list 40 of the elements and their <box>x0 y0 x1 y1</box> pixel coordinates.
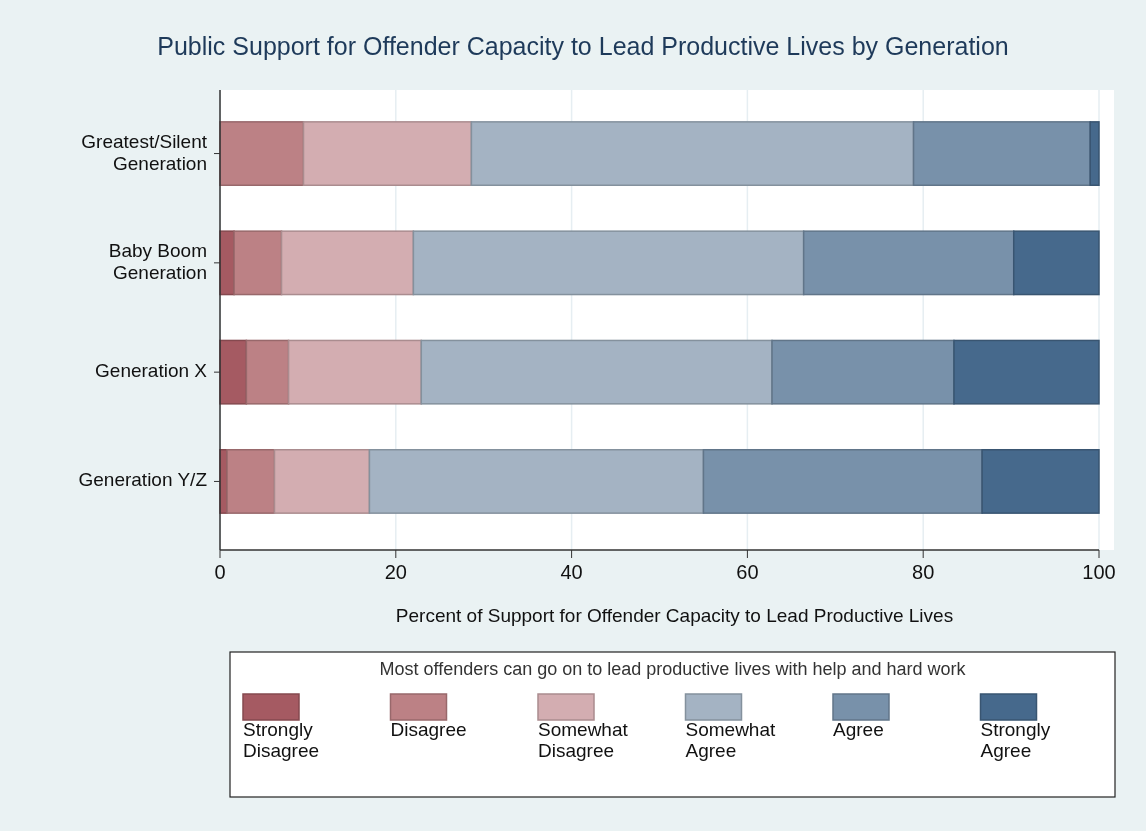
x-tick-label: 0 <box>214 561 226 584</box>
bar <box>981 449 1100 514</box>
x-tick-label: 60 <box>736 561 759 584</box>
bar <box>802 230 1015 296</box>
x-axis-title: Percent of Support for Offender Capacity to Lead Productive Lives <box>395 605 954 627</box>
x-tick-label: 100 <box>1082 561 1116 584</box>
legend-label: Disagree <box>390 719 467 741</box>
y-tick-label: Generation X <box>95 360 208 382</box>
bar <box>219 121 305 186</box>
x-tick-label: 20 <box>384 561 407 584</box>
legend-label: Strongly Disagree <box>243 719 320 762</box>
bar <box>953 339 1100 405</box>
bar <box>412 230 805 296</box>
legend-label: Somewhat Disagree <box>538 719 629 762</box>
bar <box>219 339 248 405</box>
bar <box>245 339 290 405</box>
bar <box>420 339 773 405</box>
y-tick-label: Generation Y/Z <box>78 469 208 491</box>
y-tick-label: Baby Boom Generation <box>108 239 207 283</box>
bar <box>1012 230 1100 296</box>
bar <box>273 449 371 514</box>
legend-label: Agree <box>833 719 884 741</box>
x-tick-label: 40 <box>560 561 583 584</box>
bar <box>233 230 283 296</box>
chart-title: Public Support for Offender Capacity to Lead Productive Lives by Generation <box>157 31 1009 60</box>
bar <box>368 449 705 514</box>
bar <box>702 449 983 514</box>
bar <box>912 121 1091 186</box>
bar <box>287 339 423 405</box>
bar <box>771 339 955 405</box>
legend-label: Strongly Agree <box>980 719 1051 762</box>
bar <box>280 230 415 296</box>
legend-title: Most offenders can go on to lead productive lives with help and hard work <box>379 658 967 679</box>
x-tick-label: 80 <box>912 561 935 584</box>
bar <box>470 121 915 186</box>
bar <box>302 121 473 186</box>
y-tick-label: Greatest/Silent Generation <box>81 130 208 174</box>
bar <box>1089 121 1100 186</box>
legend-label: Somewhat Agree <box>685 719 776 762</box>
bar <box>226 449 276 514</box>
